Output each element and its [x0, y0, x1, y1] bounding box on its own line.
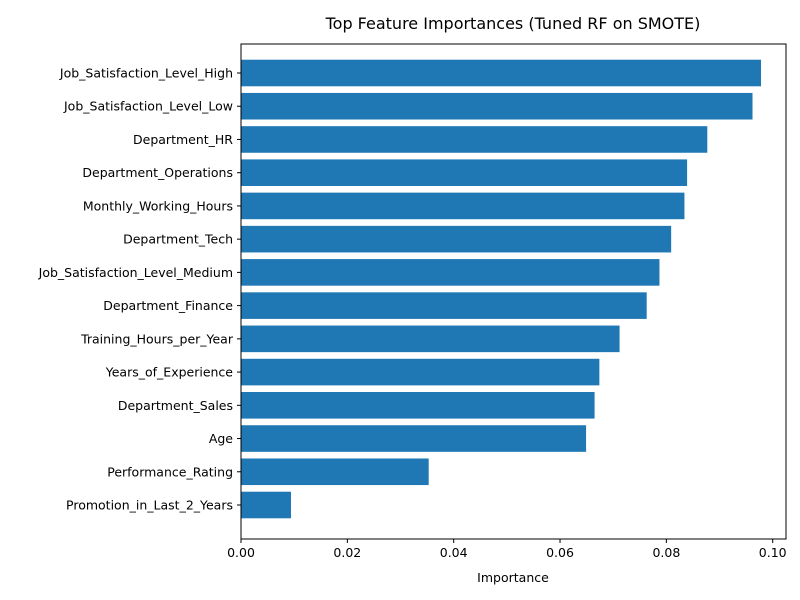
x-tick-label: 0.02 [333, 545, 361, 560]
y-tick-label: Monthly_Working_Hours [83, 198, 233, 213]
y-tick-label: Age [209, 431, 233, 446]
bar-performance-rating [241, 458, 429, 486]
y-tick-label: Department_HR [133, 132, 233, 147]
bar-department-sales [241, 392, 595, 419]
y-tick-label: Performance_Rating [107, 464, 233, 479]
y-axis-ticks: Job_Satisfaction_Level_High Job_Satisfact… [38, 66, 241, 513]
bar-department-hr [241, 126, 708, 153]
y-tick-label: Job_Satisfaction_Level_Low [63, 99, 233, 114]
chart-title: Top Feature Importances (Tuned RF on SMO… [325, 14, 701, 33]
x-tick-label: 0.04 [440, 545, 468, 560]
bar-monthly-working-hours [241, 192, 685, 220]
bar-job-satisfaction-level-low [241, 92, 753, 120]
y-tick-label: Department_Operations [82, 165, 233, 180]
y-tick-label: Department_Sales [118, 398, 233, 413]
y-tick-label: Promotion_in_Last_2_Years [66, 498, 233, 513]
y-tick-label: Years_of_Experience [105, 365, 234, 380]
y-tick-label: Job_Satisfaction_Level_High [59, 66, 233, 81]
bar-age [241, 425, 587, 452]
bar-promotion-in-last-2-years [241, 491, 291, 519]
y-tick-label: Job_Satisfaction_Level_Medium [38, 265, 233, 280]
bar-job-satisfaction-level-medium [241, 259, 660, 286]
bar-training-hours-per-year [241, 325, 620, 353]
bars-group [241, 59, 762, 519]
y-tick-label: Department_Tech [123, 232, 233, 247]
x-tick-label: 0.00 [227, 545, 255, 560]
y-tick-label: Department_Finance [103, 298, 233, 313]
y-tick-label: Training_Hours_per_Year [80, 331, 234, 346]
bar-department-finance [241, 292, 647, 319]
bar-department-tech [241, 225, 672, 253]
bar-job-satisfaction-level-high [241, 59, 762, 87]
plot-frame [240, 43, 787, 540]
bar-department-operations [241, 159, 688, 186]
x-tick-label: 0.08 [652, 545, 680, 560]
bar-years-of-experience [241, 358, 600, 386]
x-tick-label: 0.10 [759, 545, 787, 560]
x-tick-label: 0.06 [546, 545, 574, 560]
x-axis-ticks: 0.00 0.02 0.04 0.06 0.08 0.10 [227, 539, 787, 560]
x-axis-label: Importance [477, 570, 549, 585]
